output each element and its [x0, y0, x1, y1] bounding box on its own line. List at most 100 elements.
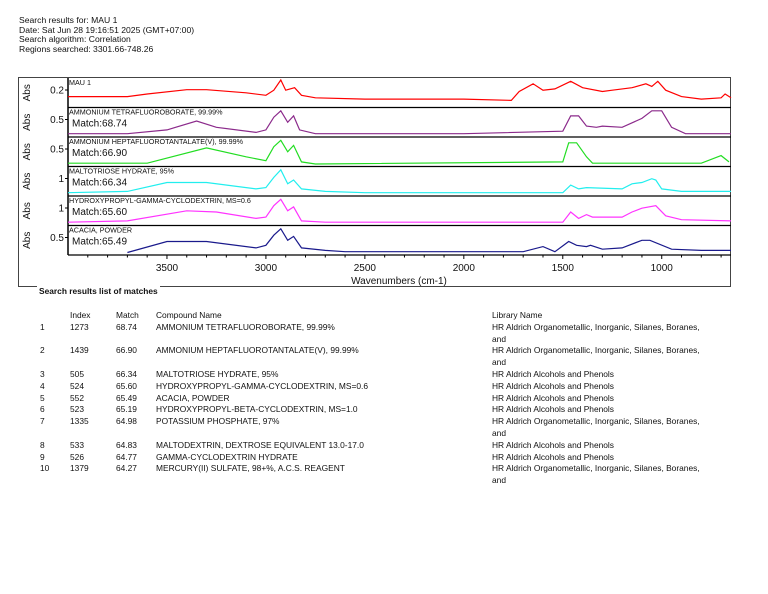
search-target: Search results for: MAU 1: [19, 15, 118, 25]
cell-rank: 2: [40, 345, 45, 356]
cell-compound-name: HYDROXYPROPYL-GAMMA-CYCLODEXTRIN, MS=0.6: [156, 380, 368, 391]
x-tick-label: 3000: [255, 263, 278, 274]
cell-match: 65.49: [116, 392, 137, 403]
cell-index: 1379: [70, 463, 89, 474]
y-tick-label: 0.5: [50, 233, 64, 244]
panel-label: AMMONIUM HEPTAFLUOROTANTALATE(V), 99.99%: [69, 137, 244, 146]
cell-library-name: HR Aldrich Alcohols and Phenols: [492, 392, 614, 403]
cell-rank: 1: [40, 321, 45, 332]
y-axis-label: Abs: [22, 114, 33, 131]
table-row[interactable]: 6 523 65.19 HYDROXYPROPYL-BETA-CYCLODEXTRIN…: [34, 404, 714, 416]
col-library: Library Name: [492, 310, 543, 320]
cell-rank: 7: [40, 416, 45, 427]
results-table: Index Match Compound Name Library Name 1…: [34, 310, 714, 487]
y-axis-label: Abs: [22, 143, 33, 160]
col-rank: [34, 310, 70, 322]
cell-match: 64.77: [116, 451, 137, 462]
table-row[interactable]: 10 1379 64.27 MERCURY(II) SULFATE, 98+%, A.…: [34, 463, 714, 487]
regions-searched: Regions searched: 3301.66-748.26: [19, 43, 154, 54]
y-tick-label: 0.5: [50, 145, 64, 156]
cell-index: 523: [70, 404, 84, 415]
panel-label: MALTOTRIOSE HYDRATE, 95%: [69, 167, 175, 176]
cell-index: 533: [70, 439, 84, 450]
x-tick-label: 1000: [651, 263, 674, 274]
match-score: Match:68.74: [72, 119, 127, 130]
col-index: Index: [70, 310, 91, 320]
panel-label: HYDROXYPROPYL-GAMMA-CYCLODEXTRIN, MS=0.6: [69, 196, 251, 205]
cell-match: 66.90: [116, 345, 137, 356]
cell-index: 524: [70, 380, 84, 391]
match-score: Match:65.60: [72, 207, 127, 218]
x-axis-label: Wavenumbers (cm-1): [351, 276, 447, 287]
y-axis-label: Abs: [22, 232, 33, 249]
col-match: Match: [116, 310, 139, 320]
x-tick-label: 1500: [552, 263, 575, 274]
cell-compound-name: ACACIA, POWDER: [156, 392, 230, 403]
cell-index: 1335: [70, 416, 89, 427]
cell-library-name: HR Aldrich Organometallic, Inorganic, Si…: [492, 345, 700, 368]
table-row[interactable]: 2 1439 66.90 AMMONIUM HEPTAFLUOROTANTALATE(…: [34, 345, 714, 369]
spectrum-line: [68, 109, 731, 135]
x-tick-label: 2000: [453, 263, 476, 274]
y-tick-label: 1: [58, 204, 64, 215]
cell-rank: 9: [40, 451, 45, 462]
table-header: Index Match Compound Name Library Name: [34, 310, 714, 322]
spectrum-line: [68, 78, 732, 102]
cell-match: 64.83: [116, 439, 137, 450]
table-row[interactable]: 8 533 64.83 MALTODEXTRIN, DEXTROSE EQUIVALE…: [34, 440, 714, 452]
cell-match: 68.74: [116, 321, 137, 332]
y-tick-label: 0.2: [50, 86, 64, 97]
cell-index: 552: [70, 392, 84, 403]
spectrum-line: [67, 198, 732, 223]
table-row[interactable]: 1 1273 68.74 AMMONIUM TETRAFLUOROBORATE, 99…: [34, 322, 714, 346]
panel-label: AMMONIUM TETRAFLUOROBORATE, 99.99%: [69, 108, 223, 117]
search-algorithm: Search algorithm: Correlation: [19, 34, 131, 45]
cell-library-name: HR Aldrich Organometallic, Inorganic, Si…: [492, 416, 700, 438]
match-score: Match:66.90: [72, 148, 127, 159]
search-date: Date: Sat Jun 28 19:16:51 2025 (GMT+07:0…: [19, 24, 195, 35]
cell-library-name: HR Aldrich Alcohols and Phenols: [492, 451, 614, 462]
spectrum-line: [68, 139, 730, 165]
cell-compound-name: POTASSIUM PHOSPHATE, 97%: [156, 416, 280, 427]
cell-library-name: HR Aldrich Organometallic, Inorganic, Si…: [492, 463, 700, 486]
cell-rank: 6: [40, 404, 45, 415]
cell-rank: 8: [40, 439, 45, 450]
cell-match: 64.27: [116, 463, 137, 474]
cell-compound-name: GAMMA-CYCLODEXTRIN HYDRATE: [156, 451, 298, 462]
cell-compound-name: MALTOTRIOSE HYDRATE, 95%: [156, 368, 279, 379]
table-row[interactable]: 7 1335 64.98 POTASSIUM PHOSPHATE, 97% HR Ald…: [34, 416, 714, 440]
cell-rank: 4: [40, 380, 45, 391]
search-header: Search results for: MAU 1 Date: Sat Jun …: [19, 15, 195, 54]
cell-compound-name: MALTODEXTRIN, DEXTROSE EQUIVALENT 13.0-1…: [156, 439, 364, 450]
panel-label: ACACIA, POWDER: [69, 226, 132, 235]
x-tick-label: 2500: [354, 263, 377, 274]
results-list-title: Search results list of matches: [37, 286, 160, 296]
spectrum-line: [67, 168, 731, 194]
cell-library-name: HR Aldrich Alcohols and Phenols: [492, 380, 614, 391]
cell-compound-name: AMMONIUM TETRAFLUOROBORATE, 99.99%: [156, 321, 335, 332]
match-score: Match:65.49: [72, 237, 127, 248]
table-row[interactable]: 9 526 64.77 GAMMA-CYCLODEXTRIN HYDRATE HR Al…: [34, 452, 714, 464]
y-axis-label: Abs: [22, 202, 33, 219]
cell-match: 64.98: [116, 416, 137, 427]
table-row[interactable]: 3 505 66.34 MALTOTRIOSE HYDRATE, 95% HR Aldr…: [34, 369, 714, 381]
cell-library-name: HR Aldrich Organometallic, Inorganic, Si…: [492, 321, 700, 344]
y-tick-label: 1: [58, 174, 64, 185]
cell-library-name: HR Aldrich Alcohols and Phenols: [492, 404, 614, 415]
cell-index: 505: [70, 368, 84, 379]
cell-library-name: HR Aldrich Alcohols and Phenols: [492, 439, 614, 450]
y-axis-label: Abs: [22, 173, 33, 190]
cell-match: 65.19: [116, 404, 137, 415]
cell-index: 1439: [70, 345, 89, 356]
panel-label: MAU 1: [69, 78, 91, 87]
cell-compound-name: AMMONIUM HEPTAFLUOROTANTALATE(V), 99.99%: [156, 345, 359, 356]
cell-compound-name: MERCURY(II) SULFATE, 98+%, A.C.S. REAGEN…: [156, 463, 345, 474]
cell-library-name: HR Aldrich Alcohols and Phenols: [492, 368, 614, 379]
col-compound: Compound Name: [156, 310, 222, 320]
cell-match: 66.34: [116, 368, 137, 379]
stacked-spectra-chart: MAU 1 0.2 Abs AMMONIUM TETRAFLUOROBORATE, 9…: [22, 78, 732, 287]
table-row[interactable]: 4 524 65.60 HYDROXYPROPYL-GAMMA-CYCLODEXTRI…: [34, 381, 714, 393]
cell-rank: 10: [40, 463, 50, 474]
spectra-frame: [18, 77, 731, 287]
table-row[interactable]: 5 552 65.49 ACACIA, POWDER HR Aldrich Alcoho…: [34, 393, 714, 405]
